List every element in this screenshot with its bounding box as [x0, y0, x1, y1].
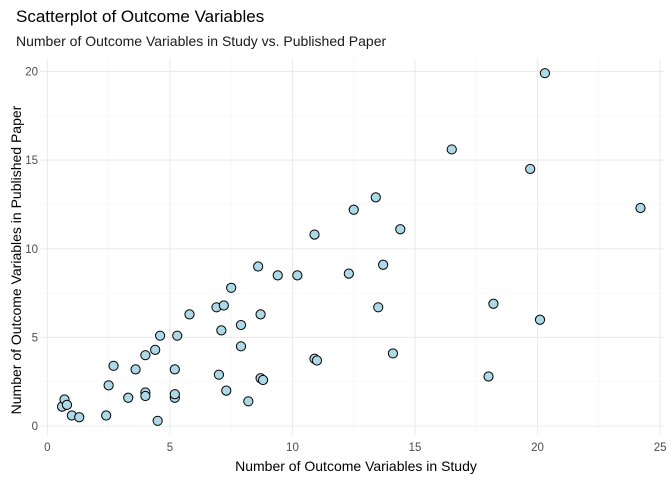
scatter-point: [123, 392, 134, 403]
scatter-point: [154, 330, 166, 341]
scatter-point: [221, 385, 232, 396]
scatter-point: [272, 270, 283, 281]
scatter-point: [488, 298, 499, 309]
scatter-point: [253, 261, 264, 272]
scatter-point: [292, 270, 303, 281]
data-points: [56, 68, 646, 426]
scatter-point: [257, 374, 269, 386]
x-axis-title: Number of Outcome Variables in Study: [235, 458, 477, 474]
grid-lines: [40, 59, 665, 435]
scatter-point: [169, 389, 180, 400]
scatter-point: [348, 204, 359, 215]
y-tick-label: 5: [32, 332, 38, 344]
scatter-point: [387, 348, 399, 359]
x-tick-label: 10: [286, 442, 299, 454]
scatter-point: [140, 350, 151, 361]
scatter-point: [213, 369, 225, 380]
scatter-point: [370, 192, 381, 203]
scatter-point: [150, 344, 161, 355]
y-tick-label: 0: [32, 421, 38, 433]
scatter-point: [226, 282, 237, 293]
scatter-point: [395, 224, 406, 235]
scatter-point: [140, 390, 151, 402]
scatter-point: [534, 314, 546, 325]
scatter-point: [539, 68, 551, 79]
y-tick-label: 15: [25, 155, 38, 167]
x-tick-label: 25: [654, 442, 667, 454]
scatter-point: [243, 396, 254, 407]
scatter-point: [483, 371, 494, 382]
scatter-point: [130, 364, 141, 375]
scatter-point: [235, 319, 247, 331]
scatter-point: [378, 259, 389, 270]
scatter-point: [101, 410, 112, 421]
scatter-point: [184, 309, 195, 320]
scatter-point: [216, 325, 227, 336]
scatter-point: [103, 380, 114, 391]
scatter-point: [235, 341, 247, 352]
scatter-point: [373, 302, 384, 313]
x-tick-label: 20: [531, 442, 544, 454]
scatter-point: [311, 355, 323, 366]
chart-subtitle: Number of Outcome Variables in Study vs.…: [16, 33, 386, 49]
scatter-point: [635, 202, 646, 214]
chart-title: Scatterplot of Outcome Variables: [16, 7, 264, 26]
scatter-point: [74, 412, 85, 423]
scatter-point: [309, 229, 320, 240]
scatter-point: [152, 415, 163, 426]
x-axis-ticks: 0 5 10 15 20 25: [44, 442, 666, 454]
y-axis-title: Number of Outcome Variables in Published…: [8, 105, 24, 414]
scatter-point: [108, 360, 119, 371]
scatter-point: [446, 144, 457, 155]
scatter-point: [172, 330, 183, 341]
x-tick-label: 15: [409, 442, 422, 454]
y-tick-label: 10: [25, 244, 38, 256]
scatter-point: [255, 309, 266, 320]
scatter-point: [61, 399, 73, 410]
y-tick-label: 20: [25, 66, 38, 78]
scatter-point: [169, 364, 180, 375]
x-tick-label: 0: [44, 442, 50, 454]
scatter-point: [218, 300, 229, 311]
y-axis-ticks: 0 5 10 15 20: [25, 66, 38, 433]
scatter-point: [343, 268, 354, 279]
x-tick-label: 5: [167, 442, 173, 454]
scatter-point: [525, 163, 536, 175]
